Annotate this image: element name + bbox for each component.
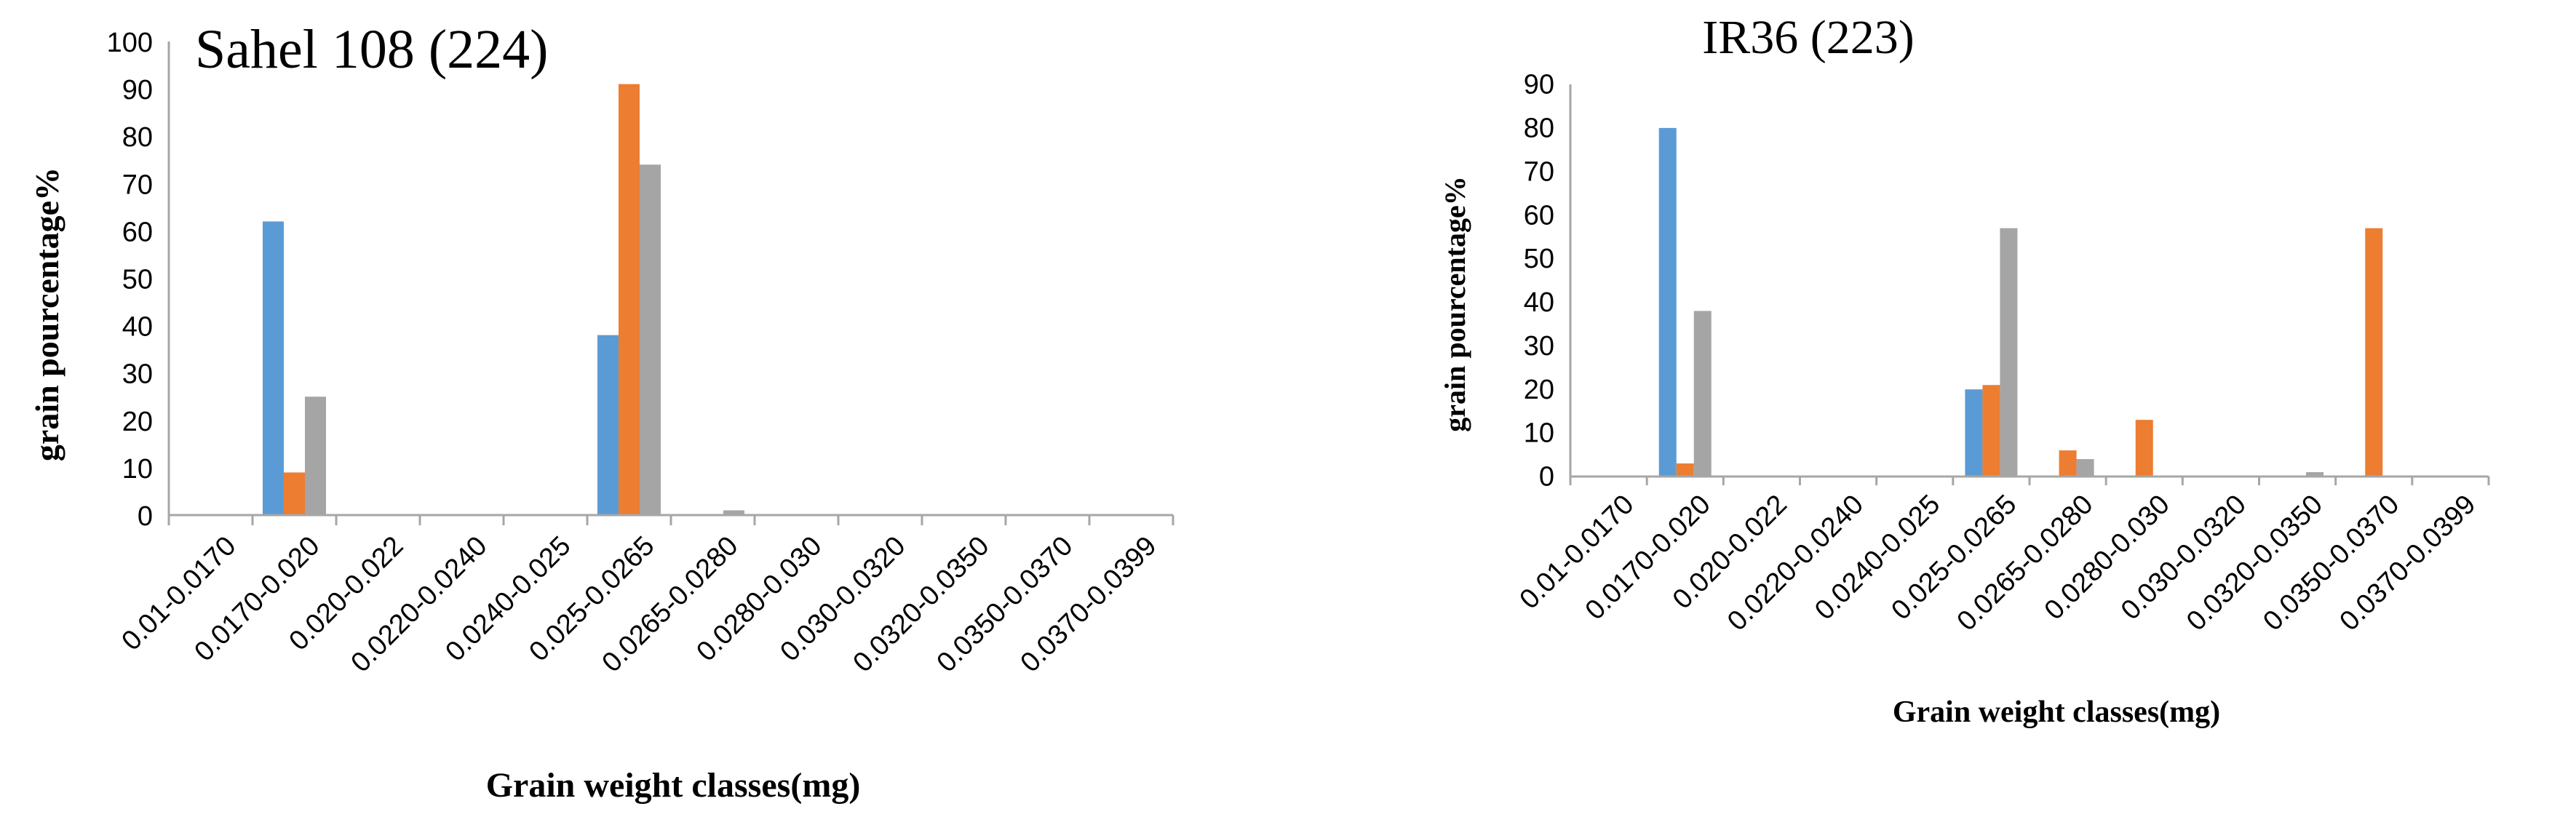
bar xyxy=(284,472,305,515)
y-tick-label: 70 xyxy=(1524,156,1554,187)
bar xyxy=(263,221,284,515)
bar xyxy=(1965,389,1983,477)
bar xyxy=(305,396,326,515)
bar xyxy=(2365,228,2383,477)
bar xyxy=(2076,459,2094,477)
x-tick-label: 0.0370-0.0399 xyxy=(2334,489,2481,637)
chart-sahel: Sahel 108 (224) Grain weight classes(mg)… xyxy=(28,19,1174,805)
y-tick-label: 10 xyxy=(1524,418,1554,449)
x-tick-label: 0.0220-0.0240 xyxy=(1722,489,1869,637)
y-tick-label: 30 xyxy=(122,359,153,390)
bar xyxy=(1658,127,1677,477)
x-axis-title: Grain weight classes(mg) xyxy=(1893,696,2220,729)
bar xyxy=(2059,450,2077,477)
y-tick-label: 0 xyxy=(138,501,153,532)
x-tick-label: 0.0350-0.0370 xyxy=(2257,489,2405,637)
x-axis-title: Grain weight classes(mg) xyxy=(486,766,861,805)
y-tick-label: 100 xyxy=(107,28,153,58)
bar xyxy=(2135,420,2153,477)
bar xyxy=(2000,228,2018,477)
x-tick-label: 0.0265-0.0280 xyxy=(1952,489,2099,637)
bar xyxy=(2306,472,2324,477)
y-tick-label: 20 xyxy=(1524,375,1554,405)
x-tick-label: 0.0320-0.0350 xyxy=(2181,489,2329,637)
y-tick-label: 90 xyxy=(122,75,153,105)
chart-title: IR36 (223) xyxy=(1702,11,1914,64)
bar xyxy=(640,164,661,515)
y-axis-title: grain pourcentage% xyxy=(1439,176,1471,431)
y-tick-label: 30 xyxy=(1524,331,1554,362)
bar xyxy=(1693,311,1712,477)
bar xyxy=(597,335,619,515)
y-tick-label: 10 xyxy=(122,454,153,485)
y-axis-title: grain pourcentage% xyxy=(28,167,65,461)
y-tick-label: 80 xyxy=(1524,113,1554,143)
bar xyxy=(1982,385,2000,477)
y-tick-label: 50 xyxy=(1524,244,1554,274)
chart-ir36: IR36 (223) Grain weight classes(mg) grai… xyxy=(1439,11,2490,729)
y-tick-label: 40 xyxy=(122,312,153,343)
y-tick-label: 60 xyxy=(122,217,153,247)
y-tick-label: 80 xyxy=(122,122,153,153)
y-tick-label: 0 xyxy=(1539,462,1554,493)
y-tick-label: 70 xyxy=(122,170,153,200)
chart-title: Sahel 108 (224) xyxy=(195,19,548,80)
y-tick-label: 90 xyxy=(1524,70,1554,100)
bar xyxy=(723,510,744,515)
bar xyxy=(1676,463,1694,477)
y-tick-label: 60 xyxy=(1524,200,1554,231)
y-tick-label: 20 xyxy=(122,407,153,437)
y-tick-label: 50 xyxy=(122,265,153,295)
y-tick-label: 40 xyxy=(1524,287,1554,318)
bar xyxy=(619,84,640,516)
